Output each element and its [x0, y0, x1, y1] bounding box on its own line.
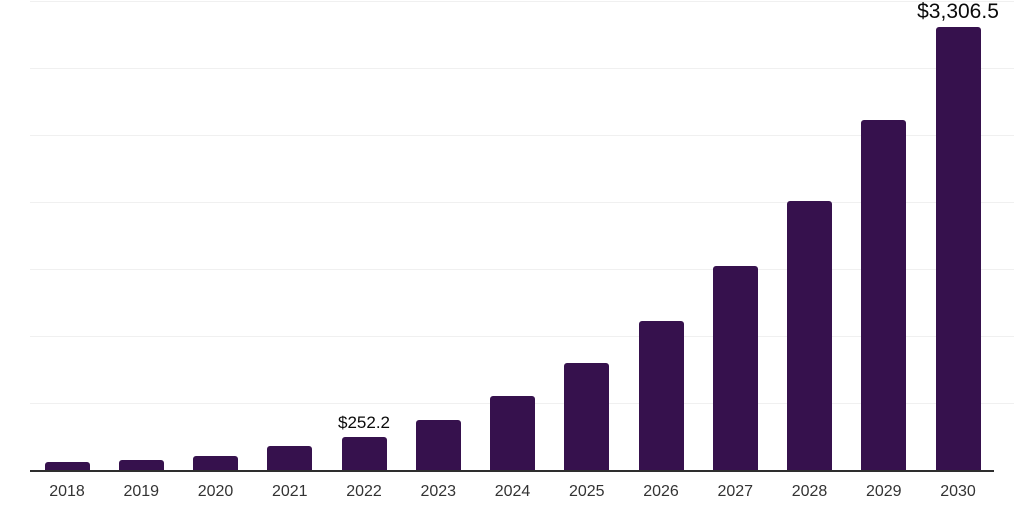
x-tick-label: 2024 [494, 483, 531, 500]
x-tick-label: 2026 [643, 483, 679, 500]
data-label: $252.2 [338, 412, 390, 432]
bar-2028 [787, 200, 832, 471]
bar-2022 [341, 436, 387, 471]
bar-2021 [267, 446, 313, 471]
gridline [30, 1, 1014, 2]
x-tick-label: 2029 [865, 483, 902, 500]
x-tick-label: 2019 [123, 483, 160, 500]
gridline [30, 336, 1014, 338]
x-axis-line [30, 470, 994, 472]
x-tick-label: 2020 [197, 483, 234, 500]
gridline [30, 68, 1014, 70]
bar-2026 [638, 320, 684, 471]
x-tick-label: 2028 [791, 483, 828, 500]
bar-2027 [712, 265, 758, 471]
x-tick-label: 2018 [49, 483, 85, 500]
bar-2020 [193, 455, 238, 471]
x-tick-label: 2022 [346, 483, 382, 500]
gridline [30, 202, 1014, 204]
bar-2018 [44, 461, 90, 471]
bar-2030 [935, 26, 981, 471]
bar-2025 [564, 363, 610, 471]
bar-2029 [861, 120, 907, 471]
x-tick-label: 2023 [420, 483, 457, 500]
x-tick-label: 2030 [940, 483, 976, 500]
gridline [30, 135, 1014, 137]
bar-2019 [118, 459, 164, 471]
bar-2024 [490, 396, 535, 471]
x-tick-label: 2027 [717, 483, 754, 500]
bar-2023 [415, 420, 461, 471]
x-tick-label: 2025 [568, 483, 605, 500]
data-label: $3,306.5 [917, 0, 999, 23]
x-tick-label: 2021 [271, 483, 308, 500]
gridline [30, 269, 1014, 271]
